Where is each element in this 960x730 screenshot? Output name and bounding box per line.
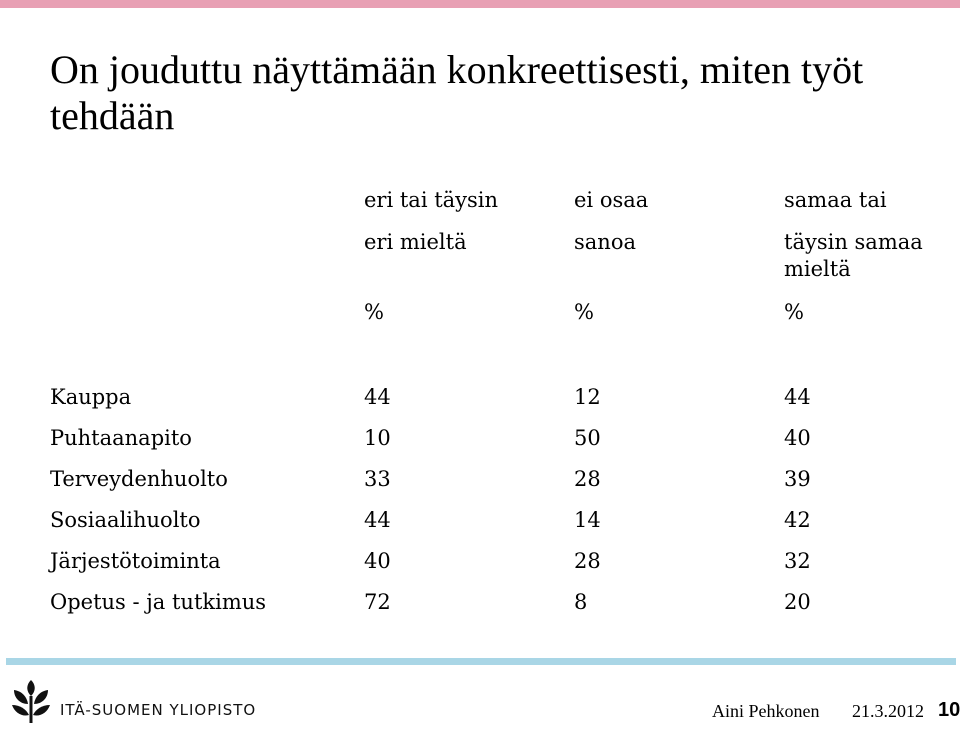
table-cell: 14: [574, 508, 601, 532]
column-header-line: mieltä: [784, 257, 851, 281]
page-number: 10: [938, 699, 960, 721]
column-header-agree: samaa tai täysin samaa mieltä: [784, 186, 923, 284]
top-accent-bar: [0, 0, 960, 8]
column-unit: %: [574, 300, 594, 324]
row-label-kauppa: Kauppa: [50, 385, 132, 409]
table-cell: 50: [574, 426, 601, 450]
column-header-line: eri tai täysin: [364, 188, 499, 212]
table-cell: 40: [784, 426, 811, 450]
table-cell: 39: [784, 467, 811, 491]
table-cell: 20: [784, 590, 811, 614]
column-unit: %: [784, 300, 804, 324]
table-cell: 44: [784, 385, 811, 409]
table-cell: 33: [364, 467, 391, 491]
column-unit: %: [364, 300, 384, 324]
table-cell: 28: [574, 549, 601, 573]
presentation-date: 21.3.2012: [852, 701, 924, 721]
university-leaf-logo-icon: [12, 680, 50, 723]
table-cell: 44: [364, 385, 391, 409]
slide-title: On jouduttu näyttämään konkreettisesti, …: [50, 47, 864, 138]
column-header-disagree: eri tai täysin eri mieltä: [364, 186, 498, 257]
row-label-puhtaanapito: Puhtaanapito: [50, 426, 192, 450]
table-cell: 32: [784, 549, 811, 573]
table-cell: 8: [574, 590, 588, 614]
row-label-jarjestotoiminta: Järjestötoiminta: [50, 549, 221, 573]
table-cell: 12: [574, 385, 601, 409]
table-cell: 28: [574, 467, 601, 491]
row-label-terveydenhuolto: Terveydenhuolto: [50, 467, 228, 491]
column-header-line: eri mieltä: [364, 230, 467, 254]
table-cell: 44: [364, 508, 391, 532]
author-name: Aini Pehkonen: [712, 701, 820, 721]
column-header-line: täysin samaa: [784, 230, 923, 254]
row-label-opetus-ja-tutkimus: Opetus - ja tutkimus: [50, 590, 267, 614]
table-cell: 40: [364, 549, 391, 573]
column-header-cannot-say: ei osaa sanoa: [574, 186, 648, 257]
column-header-line: samaa tai: [784, 188, 887, 212]
table-cell: 10: [364, 426, 391, 450]
column-header-line: ei osaa: [574, 188, 649, 212]
bottom-accent-bar: [6, 658, 956, 665]
organization-name: ITÄ-SUOMEN YLIOPISTO: [60, 701, 257, 719]
table-cell: 72: [364, 590, 391, 614]
table-cell: 42: [784, 508, 811, 532]
row-label-sosiaalihuolto: Sosiaalihuolto: [50, 508, 201, 532]
column-header-line: sanoa: [574, 230, 636, 254]
